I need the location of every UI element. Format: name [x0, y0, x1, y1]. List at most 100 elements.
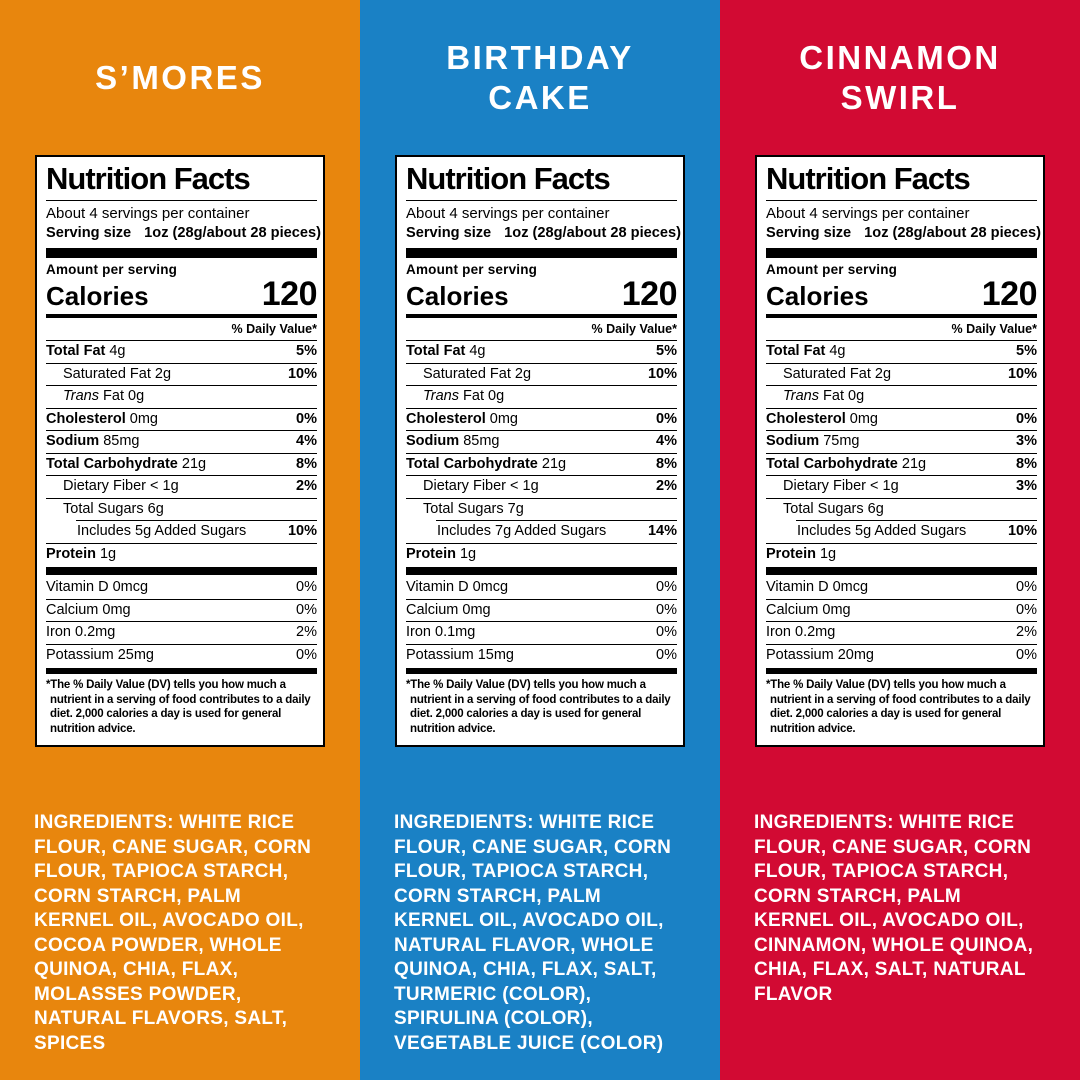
daily-value: 0% [296, 646, 317, 663]
divider-bar-bottom [46, 668, 317, 674]
daily-value: 2% [1016, 624, 1037, 640]
calories-label: Calories [46, 281, 149, 311]
flavor-title: CINNAMON SWIRL [720, 0, 1080, 155]
servings-per-container: About 4 servings per container [46, 205, 250, 222]
daily-value: 4% [296, 433, 317, 449]
nutrient-name: Vitamin D 0mcg [406, 579, 509, 595]
nutrient-name: Saturated Fat 2g [63, 365, 172, 382]
ingredients-label: INGREDIENTS: [34, 812, 174, 834]
row-separator [46, 497, 317, 499]
ingredients-text: INGREDIENTS: WHITE RICE FLOUR, CANE SUGA… [394, 811, 686, 1056]
nutrition-facts-title: Nutrition Facts [46, 161, 251, 196]
row-separator [46, 598, 317, 600]
nutrient-row: Total Carbohydrate 21g 8% [406, 454, 677, 476]
row-separator [46, 340, 317, 341]
daily-value: 0% [656, 601, 677, 618]
nutrient-name: Protein 1g [766, 545, 837, 562]
daily-value: 0% [1016, 601, 1037, 618]
daily-value-footnote: *The % Daily Value (DV) tells you how mu… [406, 679, 671, 735]
amount-per-serving-label: Amount per serving [406, 262, 538, 277]
nutrient-row: Calcium 0mg 0% [406, 600, 677, 622]
nutrient-name: Dietary Fiber < 1g [423, 478, 539, 494]
daily-value: 8% [1016, 455, 1037, 472]
nutrition-facts-label: Nutrition Facts About 4 servings per con… [35, 155, 325, 748]
serving-size-row: Serving size 1oz (28g/about 28 pieces) [766, 223, 1041, 243]
daily-value: 5% [1016, 343, 1037, 359]
daily-value: 2% [296, 624, 317, 640]
nutrient-name: Vitamin D 0mcg [46, 579, 149, 595]
daily-value: 8% [296, 455, 317, 472]
nutrient-name: Dietary Fiber < 1g [63, 478, 179, 494]
nutrient-name: Trans Fat 0g [63, 388, 145, 404]
nutrient-name: Calcium 0mg [46, 601, 131, 618]
row-separator [76, 520, 317, 521]
nutrition-facts-title: Nutrition Facts [406, 161, 611, 196]
nutrient-name: Iron 0.2mg [766, 624, 836, 640]
nutrient-name: Sodium 85mg [46, 433, 140, 449]
vitamin-rows: Vitamin D 0mcg 0% Calcium 0mg 0% Iron 0.1mg 0… [406, 577, 677, 666]
nutrient-row: Saturated Fat 2g 10% [766, 364, 1037, 386]
nutrient-row: Cholesterol 0mg 0% [46, 409, 317, 431]
nutrient-row: Sodium 75mg 3% [766, 431, 1037, 453]
daily-value-header: % Daily Value* [231, 322, 317, 336]
serving-size-row: Serving size 1oz (28g/about 28 pieces) [46, 223, 321, 243]
row-separator [766, 621, 1037, 622]
row-separator [766, 362, 1037, 364]
nutrient-row: Potassium 25mg 0% [46, 645, 317, 667]
nutrient-name: Includes 5g Added Sugars [797, 523, 967, 539]
row-separator [436, 520, 677, 521]
nutrient-row: Dietary Fiber < 1g 3% [766, 476, 1037, 498]
nutrient-row: Total Sugars 7g [406, 499, 677, 521]
serving-size-row: Serving size 1oz (28g/about 28 pieces) [406, 223, 681, 243]
nutrient-row: Iron 0.2mg 2% [46, 622, 317, 644]
ingredients-label: INGREDIENTS: [394, 812, 534, 834]
nutrition-facts-title: Nutrition Facts [766, 161, 971, 196]
divider-bar-thick [766, 567, 1037, 575]
nutrient-name: Saturated Fat 2g [423, 365, 532, 382]
row-separator [406, 542, 677, 544]
daily-value: 2% [296, 478, 317, 494]
nutrient-row: Includes 5g Added Sugars 10% [46, 521, 317, 543]
flavor-panel-3: CINNAMON SWIRL Nutrition Facts About 4 se… [720, 0, 1080, 1080]
nutrient-row: Saturated Fat 2g 10% [406, 364, 677, 386]
row-separator [766, 385, 1037, 386]
daily-value: 0% [656, 410, 677, 427]
nutrient-name: Total Sugars 6g [63, 500, 164, 517]
serving-size-label: Serving size [406, 225, 492, 241]
row-separator [406, 362, 677, 364]
daily-value: 4% [656, 433, 677, 449]
nutrient-row: Dietary Fiber < 1g 2% [46, 476, 317, 498]
row-separator [46, 475, 317, 476]
daily-value: 10% [1007, 365, 1037, 382]
daily-value: 3% [1016, 433, 1037, 449]
row-separator [766, 340, 1037, 341]
row-separator [766, 497, 1037, 499]
divider-bar-thick [46, 567, 317, 575]
row-separator [406, 452, 677, 454]
daily-value: 10% [287, 365, 317, 382]
nutrient-name: Total Fat 4g [766, 343, 846, 359]
nutrient-row: Cholesterol 0mg 0% [766, 409, 1037, 431]
nutrient-name: Total Fat 4g [46, 343, 126, 359]
divider-hairline [406, 200, 677, 201]
nutrient-rows: Total Fat 4g 5% Saturated Fat 2g 10% Trans F… [766, 340, 1037, 565]
row-separator [766, 430, 1037, 431]
nutrient-row: Calcium 0mg 0% [46, 600, 317, 622]
flavor-title-line: BIRTHDAY [446, 38, 634, 76]
servings-per-container: About 4 servings per container [766, 205, 970, 222]
nutrient-rows: Total Fat 4g 5% Saturated Fat 2g 10% Trans F… [46, 340, 317, 565]
daily-value: 5% [656, 343, 677, 359]
nutrient-name: Includes 7g Added Sugars [437, 523, 607, 539]
divider-bar-bottom [406, 668, 677, 674]
row-separator [766, 407, 1037, 409]
calories-value: 120 [981, 275, 1038, 313]
serving-size-value: 1oz (28g/about 28 pieces) [504, 225, 681, 241]
nutrient-name: Vitamin D 0mcg [766, 579, 869, 595]
divider-hairline [766, 200, 1037, 201]
nutrient-name: Calcium 0mg [406, 601, 491, 618]
calories-label: Calories [406, 281, 509, 311]
row-separator [406, 407, 677, 409]
nutrient-name: Total Carbohydrate 21g [406, 455, 567, 472]
daily-value: 3% [1016, 478, 1037, 494]
